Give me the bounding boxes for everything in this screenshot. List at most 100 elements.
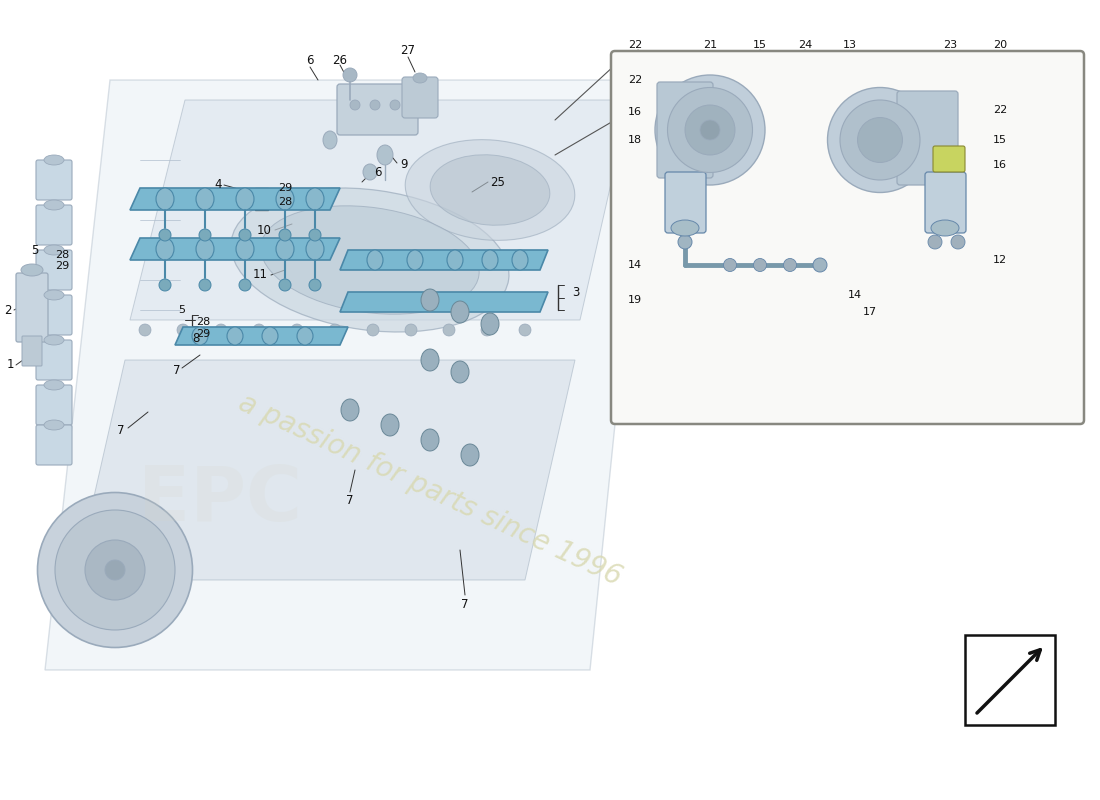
Ellipse shape	[421, 349, 439, 371]
FancyBboxPatch shape	[337, 84, 418, 135]
Text: 13: 13	[843, 40, 857, 50]
Ellipse shape	[139, 324, 151, 336]
FancyBboxPatch shape	[36, 425, 72, 465]
Ellipse shape	[421, 429, 439, 451]
Text: 20: 20	[993, 40, 1008, 50]
Ellipse shape	[363, 164, 377, 180]
Text: 10: 10	[257, 223, 272, 237]
Ellipse shape	[297, 327, 313, 345]
FancyBboxPatch shape	[16, 273, 48, 342]
Ellipse shape	[156, 238, 174, 260]
FancyBboxPatch shape	[36, 295, 72, 335]
Ellipse shape	[928, 235, 942, 249]
Text: 5: 5	[178, 305, 185, 315]
Ellipse shape	[447, 250, 463, 270]
Text: 24: 24	[798, 40, 812, 50]
Ellipse shape	[421, 289, 439, 311]
Polygon shape	[75, 360, 575, 580]
Text: 9: 9	[400, 158, 407, 171]
Text: 14: 14	[628, 260, 642, 270]
Text: 6: 6	[306, 54, 313, 66]
FancyBboxPatch shape	[666, 172, 706, 233]
Text: 29: 29	[196, 329, 210, 339]
FancyBboxPatch shape	[36, 160, 72, 200]
Text: 7: 7	[118, 423, 125, 437]
Text: 16: 16	[993, 160, 1007, 170]
Text: 2: 2	[4, 303, 12, 317]
Ellipse shape	[754, 258, 767, 271]
Text: 26: 26	[332, 54, 348, 66]
Polygon shape	[45, 80, 650, 670]
Ellipse shape	[306, 188, 324, 210]
Ellipse shape	[44, 200, 64, 210]
Ellipse shape	[37, 493, 192, 647]
Ellipse shape	[199, 229, 211, 241]
Ellipse shape	[196, 188, 214, 210]
Ellipse shape	[430, 154, 550, 226]
Ellipse shape	[519, 324, 531, 336]
FancyBboxPatch shape	[36, 250, 72, 290]
FancyBboxPatch shape	[36, 385, 72, 425]
Ellipse shape	[412, 73, 427, 83]
Ellipse shape	[177, 324, 189, 336]
Text: 28: 28	[55, 250, 69, 260]
Ellipse shape	[21, 264, 43, 276]
Polygon shape	[340, 250, 548, 270]
Ellipse shape	[461, 444, 478, 466]
Text: 12: 12	[993, 255, 1008, 265]
Polygon shape	[130, 238, 340, 260]
Ellipse shape	[44, 155, 64, 165]
Text: 28: 28	[278, 197, 293, 207]
Ellipse shape	[350, 100, 360, 110]
FancyBboxPatch shape	[896, 91, 958, 185]
Ellipse shape	[276, 188, 294, 210]
Text: 22: 22	[628, 40, 642, 50]
Ellipse shape	[85, 540, 145, 600]
Ellipse shape	[827, 87, 933, 193]
Ellipse shape	[261, 206, 480, 314]
Ellipse shape	[279, 229, 292, 241]
Text: 22: 22	[993, 105, 1008, 115]
Ellipse shape	[279, 279, 292, 291]
Ellipse shape	[405, 324, 417, 336]
Ellipse shape	[44, 380, 64, 390]
Ellipse shape	[407, 250, 424, 270]
Ellipse shape	[262, 327, 278, 345]
Text: 3: 3	[572, 286, 580, 299]
Ellipse shape	[700, 120, 720, 140]
Ellipse shape	[678, 235, 692, 249]
Bar	[965, 635, 1055, 725]
Ellipse shape	[309, 229, 321, 241]
Ellipse shape	[199, 279, 211, 291]
Ellipse shape	[654, 75, 764, 185]
Ellipse shape	[309, 279, 321, 291]
Text: 1: 1	[7, 358, 14, 371]
Text: 15: 15	[993, 135, 1007, 145]
Ellipse shape	[104, 560, 125, 580]
Text: 15: 15	[754, 40, 767, 50]
Text: 16: 16	[628, 107, 642, 117]
Text: 21: 21	[703, 40, 717, 50]
FancyBboxPatch shape	[657, 82, 713, 178]
Ellipse shape	[405, 140, 575, 240]
Ellipse shape	[253, 324, 265, 336]
Ellipse shape	[931, 220, 959, 236]
Ellipse shape	[482, 250, 498, 270]
Text: 18: 18	[628, 135, 642, 145]
Text: 19: 19	[628, 295, 642, 305]
Text: 29: 29	[278, 183, 293, 193]
Text: EPC: EPC	[138, 463, 302, 537]
Ellipse shape	[214, 324, 227, 336]
Ellipse shape	[44, 245, 64, 255]
Ellipse shape	[160, 229, 170, 241]
Ellipse shape	[783, 258, 796, 271]
FancyBboxPatch shape	[933, 146, 965, 172]
Polygon shape	[175, 327, 348, 345]
Ellipse shape	[685, 105, 735, 155]
Ellipse shape	[231, 188, 509, 332]
Ellipse shape	[276, 238, 294, 260]
Ellipse shape	[671, 220, 698, 236]
Ellipse shape	[329, 324, 341, 336]
Text: 17: 17	[862, 307, 877, 317]
Ellipse shape	[239, 279, 251, 291]
